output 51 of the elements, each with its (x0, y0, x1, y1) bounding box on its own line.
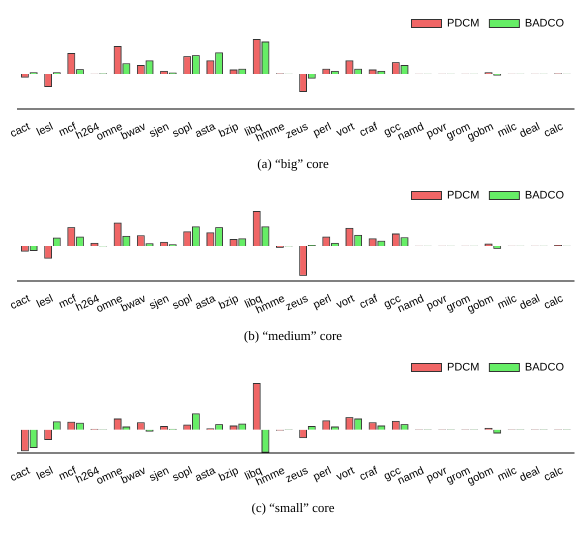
x-tick-label: asta (193, 464, 218, 484)
x-tick-label: craf (358, 464, 380, 484)
x-tick-label: bzip (217, 464, 240, 484)
x-tick-label: vort (334, 464, 356, 484)
x-tick-label: deal (518, 464, 542, 484)
legend-label: BADCO (524, 190, 564, 202)
x-tick-label: sjen (148, 292, 171, 312)
legend-label: PDCM (446, 190, 480, 202)
x-tick-label: vort (334, 292, 356, 312)
legend-label: BADCO (524, 18, 564, 30)
x-tick-label: milc (496, 292, 520, 312)
x-tick-label: craf (358, 292, 380, 312)
x-tick-label: cact (8, 120, 32, 140)
x-tick-label: cact (8, 292, 32, 312)
x-tick-label: bzip (217, 120, 240, 140)
text: (b) “medium” core (242, 328, 344, 344)
x-tick-label: bwav (119, 292, 148, 314)
x-tick-label: calc (542, 292, 566, 312)
x-tick-label: lesl (34, 464, 56, 483)
x-tick-label: zeus (284, 292, 310, 314)
x-tick-label: asta (193, 292, 218, 312)
x-tick-label: calc (542, 120, 566, 140)
x-tick-label: sopl (170, 120, 194, 140)
x-tick-label: zeus (284, 120, 310, 142)
x-tick-label: lesl (34, 292, 56, 311)
x-tick-label: asta (193, 120, 218, 140)
x-tick-label: vort (334, 120, 356, 140)
legend-label: PDCM (446, 18, 480, 30)
x-tick-label: deal (518, 120, 542, 140)
x-tick-label: craf (358, 120, 380, 140)
x-tick-label: cact (8, 464, 32, 484)
x-tick-label: sopl (170, 292, 194, 312)
x-tick-label: deal (518, 292, 542, 312)
x-tick-label: milc (496, 464, 520, 484)
x-tick-label: bzip (217, 292, 240, 312)
x-tick-label: perl (311, 292, 334, 312)
legend-label: BADCO (524, 362, 564, 374)
x-tick-label: perl (311, 120, 334, 140)
x-tick-label: perl (311, 464, 334, 484)
x-tick-label: sjen (148, 120, 171, 140)
text: (a) “big” core (256, 156, 330, 172)
x-tick-label: milc (496, 120, 520, 140)
x-tick-label: calc (542, 464, 566, 484)
x-tick-label: bwav (119, 464, 148, 486)
x-tick-label: lesl (34, 120, 56, 139)
x-tick-label: zeus (284, 464, 310, 486)
x-tick-label: sopl (170, 464, 194, 484)
x-tick-label: bwav (119, 120, 148, 142)
x-tick-label: sjen (148, 464, 171, 484)
legend-label: PDCM (446, 362, 480, 374)
text: (c) “small” core (250, 500, 336, 516)
